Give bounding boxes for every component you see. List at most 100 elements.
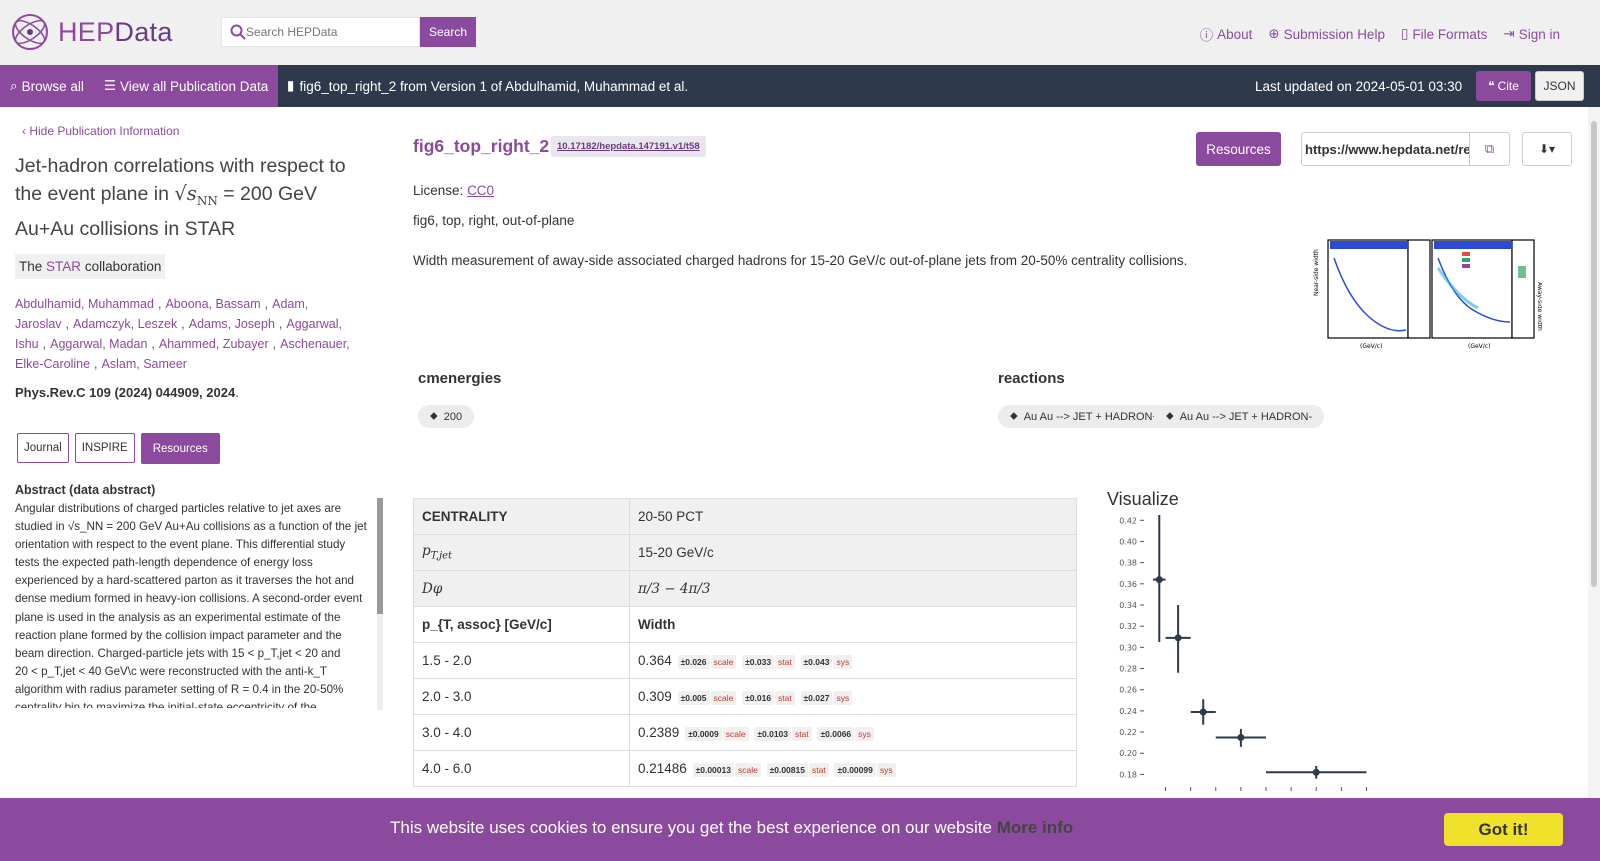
atom-logo-icon bbox=[12, 14, 48, 50]
doi-badge[interactable]: 10.17182/hepdata.147191.v1/t58 bbox=[551, 136, 706, 157]
inspire-button[interactable]: INSPIRE bbox=[74, 433, 135, 463]
cookie-more-info-link[interactable]: More info bbox=[996, 818, 1074, 837]
author-link[interactable]: Abdulhamid, Muhammad bbox=[15, 297, 154, 311]
author-link[interactable]: Adamczyk, Leszek bbox=[73, 317, 178, 331]
y-tick-label: 0.18 bbox=[1119, 770, 1137, 779]
x-column-header[interactable]: p_{T, assoc} [GeV/c] bbox=[413, 606, 630, 643]
error-label: stat bbox=[792, 726, 812, 741]
author-link[interactable]: Adams, Joseph bbox=[188, 317, 275, 331]
qualifier-value: 15-20 GeV/c bbox=[629, 534, 1077, 571]
table-row: 2.0 - 3.0 0.309 ±0.005 scale ±0.016 stat ±0… bbox=[413, 678, 1077, 715]
y-tick-label: 0.34 bbox=[1119, 601, 1137, 610]
visualize-chart[interactable]: 0.42 0.40 0.38 0.36 0.34 0.32 0.30 0.28 0.26 0.24… bbox=[1107, 515, 1407, 795]
svg-text:(GeV/c): (GeV/c) bbox=[1468, 343, 1490, 350]
page-scroll-thumb[interactable] bbox=[1591, 121, 1597, 587]
top-links: ⓘ About ⊕ Submission Help ▯ File Formats ⇥ S… bbox=[1200, 24, 1560, 44]
publication-title: Jet-hadron correlations with respect to … bbox=[15, 155, 346, 240]
author-link[interactable]: Ahammed, Zubayer bbox=[158, 337, 269, 351]
logo-text: HEPData bbox=[58, 16, 173, 47]
reaction-tag[interactable]: ⬥ Au Au --> JET + HADRON- bbox=[1154, 405, 1325, 428]
error-label: sys bbox=[833, 654, 853, 669]
search-field[interactable] bbox=[221, 17, 420, 47]
author-separator: , bbox=[94, 357, 98, 371]
svg-text:Away-side width: Away-side width bbox=[1536, 282, 1542, 331]
x-bin: 3.0 - 4.0 bbox=[413, 714, 630, 751]
cookie-banner: This website uses cookies to ensure you … bbox=[0, 798, 1600, 861]
record-title: ▮ fig6_top_right_2 from Version 1 of Abdu… bbox=[287, 78, 689, 94]
y-tick-label: 0.20 bbox=[1119, 749, 1137, 758]
error-label: sys bbox=[833, 690, 853, 705]
page-scrollbar[interactable] bbox=[1588, 107, 1600, 807]
star-link[interactable]: STAR bbox=[46, 259, 82, 274]
x-bin: 1.5 - 2.0 bbox=[413, 642, 630, 679]
figure-thumbnail[interactable]: Near-side width Away-side width (GeV/c) … bbox=[1308, 238, 1542, 353]
table-url-field[interactable]: https://www.hepdata.net/record/ bbox=[1301, 132, 1470, 166]
abstract-line: plane is used in the analysis as an expe… bbox=[15, 610, 341, 624]
qualifier-row: pT,jet 15-20 GeV/c bbox=[413, 534, 1077, 571]
last-updated: Last updated on 2024-05-01 03:30 bbox=[1255, 78, 1463, 94]
tag-icon: ⬥ bbox=[430, 410, 438, 422]
author-separator: , bbox=[65, 317, 70, 331]
author-link[interactable]: Aschenauer, Elke-Caroline bbox=[15, 337, 350, 371]
table-resources-button[interactable]: Resources bbox=[1196, 132, 1281, 166]
error-label: stat bbox=[808, 762, 829, 777]
abstract-scrollbar[interactable] bbox=[377, 498, 383, 710]
view-all-publication-link[interactable]: ☰ View all Publication Data bbox=[103, 78, 269, 94]
reaction-tag[interactable]: ⬥ Au Au --> JET + HADRON+ bbox=[998, 405, 1171, 428]
sign-in-link[interactable]: ⇥ Sign in bbox=[1503, 26, 1560, 42]
file-formats-link[interactable]: ▯ File Formats bbox=[1400, 26, 1488, 42]
author-link[interactable]: Aboona, Bassam bbox=[165, 297, 261, 311]
submission-help-link[interactable]: ⊕ Submission Help bbox=[1268, 26, 1385, 42]
reactions-heading: reactions bbox=[998, 370, 1065, 387]
search-bar: Search bbox=[221, 17, 476, 47]
cookie-accept-button[interactable]: Got it! bbox=[1444, 813, 1563, 846]
sub-navbar: ⌕ Browse all ☰ View all Publication Data ▮… bbox=[0, 65, 1600, 107]
qualifier-name: CENTRALITY bbox=[413, 498, 630, 535]
search-input[interactable] bbox=[246, 25, 406, 39]
list-icon: ☰ bbox=[103, 78, 116, 93]
error-value: ±0.026 bbox=[677, 654, 710, 669]
data-point bbox=[1237, 734, 1245, 742]
license-line: License: CC0 bbox=[413, 183, 495, 198]
hide-publication-link[interactable]: ‹ Hide Publication Information bbox=[22, 124, 180, 138]
author-separator: , bbox=[157, 297, 162, 311]
abstract-heading: Abstract (data abstract) bbox=[15, 483, 156, 497]
journal-button[interactable]: Journal bbox=[17, 433, 69, 463]
publication-buttons: Journal INSPIRE Resources bbox=[17, 433, 220, 464]
abstract-scroll-thumb[interactable] bbox=[377, 498, 383, 614]
qualifier-name: pT,jet bbox=[413, 534, 630, 571]
cmenergies-tag[interactable]: ⬥ 200 bbox=[418, 405, 475, 428]
publication-resources-button[interactable]: Resources bbox=[140, 433, 220, 464]
copy-url-button[interactable]: ⧉ bbox=[1470, 132, 1510, 166]
visualize-heading: Visualize bbox=[1107, 489, 1179, 509]
download-button[interactable]: ⬇ ▾ bbox=[1522, 132, 1572, 166]
error-value: ±0.027 bbox=[800, 690, 833, 705]
search-button[interactable]: Search bbox=[420, 17, 476, 47]
lifebuoy-icon: ⊕ bbox=[1268, 26, 1280, 41]
about-link[interactable]: ⓘ About bbox=[1200, 24, 1253, 44]
hepdata-logo[interactable]: HEPData bbox=[8, 10, 173, 54]
y-column-header[interactable]: Width bbox=[629, 606, 1077, 643]
y-tick-label: 0.36 bbox=[1119, 580, 1137, 589]
x-bin: 4.0 - 6.0 bbox=[413, 750, 630, 787]
abstract-line: experienced by a hard-scattered parton a… bbox=[15, 574, 354, 588]
y-value: 0.364 bbox=[638, 652, 672, 668]
abstract-line: dense medium formed in heavy-ion collisi… bbox=[15, 592, 363, 606]
author-link[interactable]: Aggarwal, Ishu bbox=[15, 317, 342, 351]
data-point bbox=[1312, 768, 1320, 776]
browse-all-link[interactable]: ⌕ Browse all bbox=[10, 78, 84, 94]
author-link[interactable]: Adam, Jaroslav bbox=[15, 297, 309, 331]
error-value: ±0.016 bbox=[742, 690, 775, 705]
error-value: ±0.033 bbox=[742, 654, 775, 669]
author-separator: , bbox=[42, 337, 47, 351]
cmenergies-heading: cmenergies bbox=[418, 370, 502, 387]
copy-icon: ⧉ bbox=[1484, 141, 1495, 156]
json-button[interactable]: JSON bbox=[1535, 71, 1584, 101]
svg-text:(GeV/c): (GeV/c) bbox=[1360, 343, 1382, 350]
y-tick-label: 0.24 bbox=[1119, 707, 1137, 716]
cite-button[interactable]: ❝ Cite bbox=[1476, 71, 1531, 101]
license-link[interactable]: CC0 bbox=[467, 183, 495, 198]
author-link[interactable]: Aslam, Sameer bbox=[101, 357, 187, 371]
author-link[interactable]: Aggarwal, Madan bbox=[50, 337, 148, 351]
caret-down-icon: ▾ bbox=[1549, 142, 1556, 156]
